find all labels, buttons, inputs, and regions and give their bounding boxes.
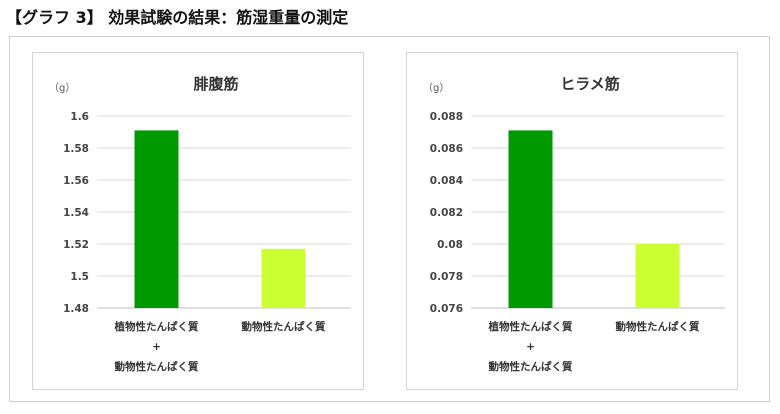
category-label: 動物性たんぱく質: [115, 360, 199, 373]
category-label: 植物性たんぱく質: [488, 320, 573, 333]
category-label: +: [152, 341, 161, 353]
y-tick-label: 1.56: [63, 175, 89, 187]
y-unit-label: （g）: [423, 82, 449, 94]
page-title: 【グラフ 3】 効果試験の結果：筋湿重量の測定: [6, 8, 349, 27]
bar-1: [508, 130, 553, 308]
gastrocnemius-bar-chart: 腓腹筋 （g） 1.6 1.58 1.56 1.54 1.52 1.5 1.48 植物性たんぱく質…: [49, 75, 351, 373]
y-tick-label: 1.52: [63, 239, 89, 251]
y-unit-label: （g）: [49, 82, 75, 94]
bar-2: [635, 244, 680, 308]
y-tick-label: 0.082: [430, 207, 463, 219]
category-label: 動物性たんぱく質: [489, 360, 573, 373]
category-label: +: [526, 341, 535, 353]
y-tick-label: 0.086: [430, 143, 463, 155]
y-tick-label: 1.5: [70, 271, 89, 283]
y-tick-label: 0.076: [430, 303, 463, 315]
y-tick-label: 1.54: [63, 207, 89, 219]
y-tick-label: 0.084: [430, 175, 463, 187]
chart-panel-gastrocnemius: 腓腹筋 （g） 1.6 1.58 1.56 1.54 1.52 1.5 1.48 植物性たんぱく質…: [32, 52, 364, 390]
y-tick-label: 0.078: [430, 271, 463, 283]
y-tick-label: 0.08: [437, 239, 463, 251]
category-label: 動物性たんぱく質: [242, 320, 326, 333]
category-label: 動物性たんぱく質: [616, 320, 700, 333]
chart-title-gastrocnemius: 腓腹筋: [193, 75, 238, 93]
bar-2: [261, 248, 306, 308]
y-tick-label: 1.48: [63, 303, 89, 315]
y-tick-label: 0.088: [430, 111, 463, 123]
y-tick-label: 1.58: [63, 143, 89, 155]
y-tick-label: 1.6: [70, 111, 89, 123]
chart-title-soleus: ヒラメ筋: [560, 75, 620, 93]
soleus-bar-chart: ヒラメ筋 （g） 0.088 0.086 0.084 0.082 0.08 0.078 0.07…: [423, 75, 725, 373]
chart-panel-soleus: ヒラメ筋 （g） 0.088 0.086 0.084 0.082 0.08 0.078 0.07…: [406, 52, 738, 390]
bar-1: [134, 130, 179, 308]
category-label: 植物性たんぱく質: [114, 320, 199, 333]
